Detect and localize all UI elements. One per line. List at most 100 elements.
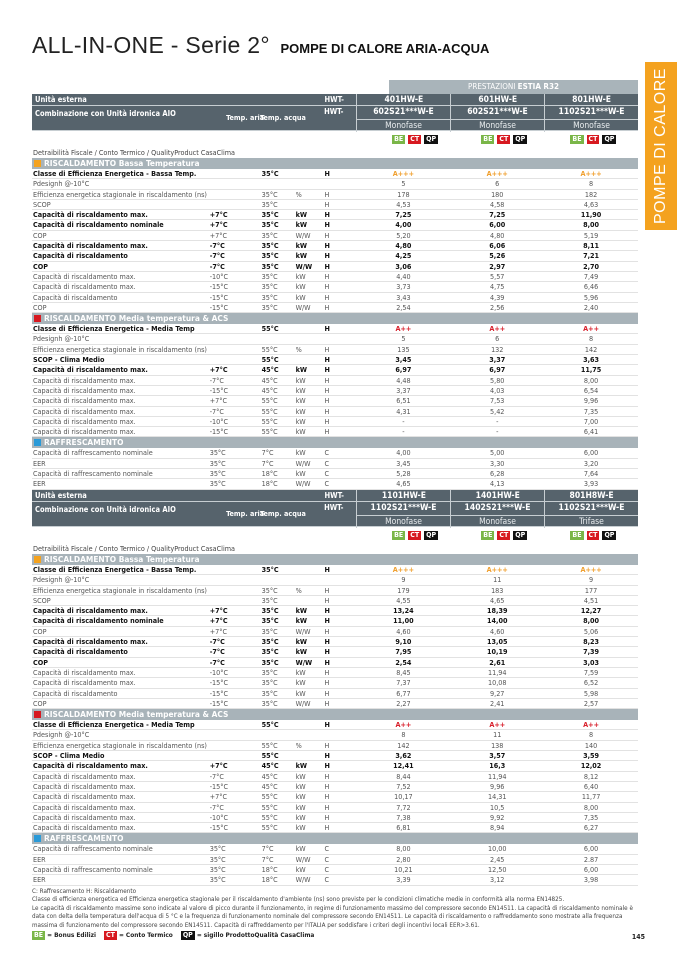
value-cell: A++ bbox=[583, 324, 599, 334]
temp-acqua: 45°C bbox=[261, 781, 278, 791]
temp-acqua: 35°C bbox=[261, 292, 278, 302]
unit: kW bbox=[295, 469, 306, 479]
unit: kW bbox=[295, 781, 306, 791]
value-cell: 6,40 bbox=[583, 781, 599, 791]
mode: H bbox=[324, 251, 330, 261]
value-cell: 5,06 bbox=[583, 626, 599, 636]
model-name: 601HW-E bbox=[450, 94, 544, 105]
unit: % bbox=[295, 740, 302, 750]
temp-acqua: 55°C bbox=[261, 823, 278, 833]
badge-group: BE CT QP bbox=[549, 530, 638, 540]
badge-qp: QP bbox=[180, 931, 195, 941]
unit: kW bbox=[295, 865, 306, 875]
value-cell: 10,08 bbox=[487, 678, 507, 688]
phase: Trifase bbox=[544, 515, 638, 528]
temp-aria: +7°C bbox=[209, 210, 228, 220]
table-row: Classe di Efficienza Energetica - Bassa … bbox=[32, 169, 638, 180]
unit: % bbox=[295, 344, 302, 354]
value-cell: 135 bbox=[397, 344, 410, 354]
value-cell: 6,27 bbox=[583, 823, 599, 833]
unit: kW bbox=[295, 448, 306, 458]
value-cell: 3,37 bbox=[396, 385, 411, 395]
section-title: RISCALDAMENTO Media temperatura & ACS bbox=[44, 313, 229, 324]
value-cell: 10,21 bbox=[394, 865, 413, 875]
value-cell: 8,00 bbox=[583, 802, 599, 812]
value-cell: 4,39 bbox=[490, 292, 505, 302]
section-color-square bbox=[34, 315, 41, 323]
temp-aria: -7°C bbox=[209, 637, 225, 647]
value-cell: 6 bbox=[495, 179, 500, 189]
mode: H bbox=[324, 365, 330, 375]
unit: kW bbox=[295, 688, 306, 698]
badge-be: BE bbox=[570, 134, 584, 144]
table-row: Capacità di riscaldamento max. +7°C 45°C kW… bbox=[32, 761, 638, 772]
mode: H bbox=[324, 406, 330, 416]
row-label: SCOP - Clima Medio bbox=[33, 355, 105, 365]
value-cell: 5,80 bbox=[490, 375, 505, 385]
combo-name: 1102S21***W-E bbox=[356, 502, 450, 515]
temp-aria bbox=[210, 355, 262, 364]
value-cell: 3,45 bbox=[396, 458, 411, 468]
mode: H bbox=[324, 657, 330, 667]
value-cell: 8,00 bbox=[583, 220, 600, 230]
unit: kW bbox=[295, 823, 306, 833]
temp-acqua: 45°C bbox=[261, 761, 279, 771]
unit: W/W bbox=[295, 261, 313, 271]
temp-aria: 35°C bbox=[209, 479, 226, 489]
row-label: EER bbox=[33, 479, 46, 489]
row-label: Classe di Efficienza Energetica - Bassa … bbox=[33, 565, 197, 574]
mode: C bbox=[324, 865, 330, 875]
section-title: RISCALDAMENTO Bassa Temperatura bbox=[44, 554, 200, 564]
value-cell: 3,62 bbox=[395, 751, 412, 761]
temp-aria bbox=[210, 720, 262, 729]
row-label: Capacità di riscaldamento max. bbox=[33, 823, 136, 833]
value-cell: 2,61 bbox=[489, 657, 506, 667]
unit: kW bbox=[295, 844, 306, 854]
series-title: ALL-IN-ONE - Serie 2° bbox=[32, 32, 270, 58]
temp-acqua: 55°C bbox=[261, 751, 279, 761]
row-label: Capacità di riscaldamento max. bbox=[33, 385, 136, 395]
value-cell: 7,64 bbox=[583, 469, 599, 479]
temp-acqua: 35°C bbox=[261, 282, 278, 292]
table-row: Capacità di riscaldamento max. +7°C 55°C kW… bbox=[32, 792, 638, 803]
temp-aria: -7°C bbox=[209, 647, 225, 657]
value-cell: 12,27 bbox=[580, 606, 602, 616]
section-color-square bbox=[34, 556, 41, 563]
value-cell: 4,53 bbox=[396, 199, 411, 209]
page-title: ALL-IN-ONE - Serie 2° POMPE DI CALORE AR… bbox=[32, 32, 489, 59]
value-cell: 4,31 bbox=[396, 406, 411, 416]
legend-text: = Bonus Edilizi bbox=[47, 931, 97, 940]
badge-be: BE bbox=[392, 134, 406, 144]
unit: % bbox=[295, 189, 302, 199]
value-cell: 8,12 bbox=[583, 771, 599, 781]
mode: H bbox=[324, 698, 330, 708]
mode bbox=[325, 575, 357, 584]
row-label: Efficienza energetica stagionale in risc… bbox=[33, 585, 207, 595]
badge-be: BE bbox=[481, 134, 495, 144]
value-cell: 4,40 bbox=[396, 271, 411, 281]
value-cell: 6,00 bbox=[489, 220, 506, 230]
value-cell: 179 bbox=[397, 585, 410, 595]
mode: H bbox=[324, 792, 330, 802]
temp-acqua bbox=[262, 334, 296, 343]
temp-aria: -15°C bbox=[209, 823, 229, 833]
unit: kW bbox=[295, 241, 307, 251]
value-cell: 4,55 bbox=[396, 595, 411, 605]
table-row: Capacità di riscaldamento max. -7°C 55°C kW… bbox=[32, 407, 638, 417]
row-label: COP bbox=[33, 230, 47, 240]
unit bbox=[296, 169, 325, 178]
temp-acqua: 35°C bbox=[261, 220, 279, 230]
value-cell: 16,3 bbox=[489, 761, 506, 771]
value-cell: 8 bbox=[589, 179, 594, 189]
section-color-square bbox=[34, 439, 41, 447]
table-row: Capacità di riscaldamento max. -15°C 55°C k… bbox=[32, 823, 638, 834]
badge-qp: QP bbox=[424, 134, 439, 144]
section-color-square bbox=[34, 835, 41, 843]
value-cell: - bbox=[496, 416, 499, 426]
combo-label: Combinazione con Unità idronica AIO bbox=[35, 109, 176, 118]
value-cell: 7,53 bbox=[490, 396, 505, 406]
temp-acqua: 35°C bbox=[261, 595, 278, 605]
temp-acqua: 55°C bbox=[261, 812, 278, 822]
value-cell: 12,02 bbox=[580, 761, 602, 771]
temp-acqua: 18°C bbox=[261, 479, 278, 489]
